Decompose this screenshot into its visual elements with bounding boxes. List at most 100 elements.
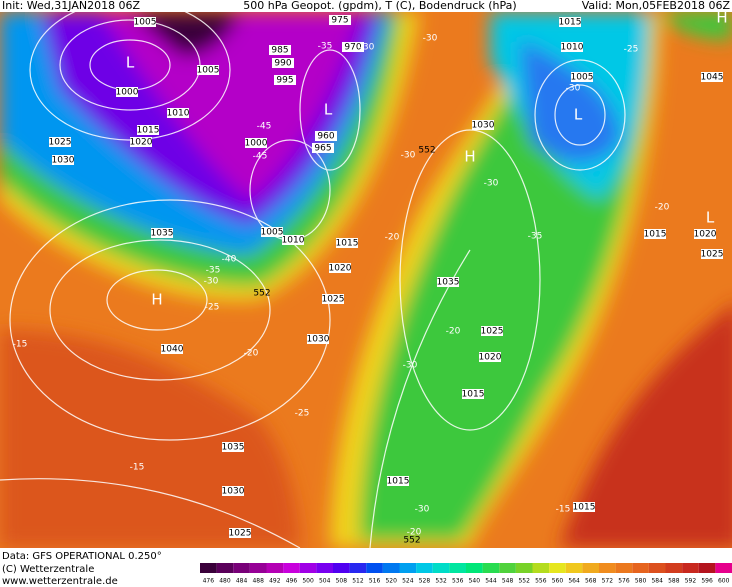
colorbar-swatch bbox=[599, 563, 616, 573]
colorbar-label: 548 bbox=[502, 578, 514, 585]
isobar-label: 1020 bbox=[479, 353, 502, 363]
isobar-label: 975 bbox=[331, 16, 348, 26]
isobar-label: 1015 bbox=[462, 390, 485, 400]
copyright: (C) Wetterzentrale bbox=[2, 564, 94, 575]
isobar-label: 1040 bbox=[161, 345, 184, 355]
isobar-label: 1015 bbox=[336, 239, 359, 249]
label-background bbox=[336, 238, 358, 248]
colorbar-label: 508 bbox=[336, 578, 348, 585]
colorbar-label: 556 bbox=[535, 578, 547, 585]
init-time: Init: Wed,31JAN2018 06Z bbox=[2, 0, 141, 12]
temperature-label: -35 bbox=[528, 232, 543, 242]
temperature-label: -40 bbox=[222, 255, 237, 265]
temperature-label: -15 bbox=[130, 463, 145, 473]
colorbar-label: 568 bbox=[585, 578, 597, 585]
colorbar-label: 588 bbox=[668, 578, 680, 585]
colorbar-swatch bbox=[333, 563, 350, 573]
colorbar-swatch bbox=[499, 563, 516, 573]
map-title: 500 hPa Geopot. (gpdm), T (C), Bodendruc… bbox=[243, 0, 516, 12]
isobar-label: 1035 bbox=[151, 229, 174, 239]
temperature-label: -20 bbox=[244, 349, 259, 359]
isobar-label: 985 bbox=[271, 46, 288, 56]
colorbar-label: 552 bbox=[518, 578, 530, 585]
colorbar-label: 596 bbox=[701, 578, 713, 585]
colorbar-label: 524 bbox=[402, 578, 414, 585]
colorbar-swatch bbox=[349, 563, 367, 573]
colorbar-swatch bbox=[615, 563, 633, 573]
label-background bbox=[479, 352, 501, 362]
label-background bbox=[701, 72, 723, 82]
label-background bbox=[644, 229, 666, 239]
geopotential-label: 552 bbox=[253, 289, 270, 299]
label-background bbox=[694, 229, 716, 239]
colorbar-label: 528 bbox=[419, 578, 431, 585]
geopotential-label: 552 bbox=[403, 536, 420, 546]
isobar-label: 1005 bbox=[261, 228, 284, 238]
isobar-label: 1015 bbox=[573, 503, 596, 513]
label-background bbox=[245, 138, 267, 148]
temperature-label: -15 bbox=[556, 505, 571, 515]
label-background bbox=[261, 227, 283, 237]
isobar-label: 1045 bbox=[701, 73, 724, 83]
temperature-label: -35 bbox=[318, 42, 333, 52]
label-background bbox=[701, 249, 723, 259]
isobar-label: 1035 bbox=[222, 443, 245, 453]
isobar-label: 1005 bbox=[197, 66, 220, 76]
colorbar-label: 580 bbox=[635, 578, 647, 585]
temperature-label: -20 bbox=[446, 327, 461, 337]
colorbar-swatch bbox=[565, 563, 583, 573]
temperature-label: -30 bbox=[360, 43, 375, 53]
temperature-label: -25 bbox=[205, 303, 220, 313]
label-background bbox=[274, 75, 296, 85]
temperature-label: -45 bbox=[257, 122, 272, 132]
pressure-center: L bbox=[574, 106, 583, 124]
colorbar-swatch bbox=[532, 563, 550, 573]
colorbar-swatch bbox=[515, 563, 533, 573]
colorbar-swatch bbox=[549, 563, 566, 573]
website: www.wetterzentrale.de bbox=[2, 576, 118, 587]
pressure-center: L bbox=[706, 209, 715, 227]
isobar-label: 1025 bbox=[229, 529, 252, 539]
isobar-label: 1030 bbox=[472, 121, 495, 131]
isobar-label: 1020 bbox=[130, 138, 153, 148]
colorbar-label: 584 bbox=[651, 578, 663, 585]
label-background bbox=[315, 131, 337, 141]
label-background bbox=[437, 277, 459, 287]
label-background bbox=[462, 389, 484, 399]
colorbar-swatch bbox=[682, 563, 699, 573]
isobar-label: 1020 bbox=[329, 264, 352, 274]
colorbar-swatch bbox=[715, 563, 732, 573]
map-area bbox=[0, 12, 732, 548]
colorbar-swatch bbox=[698, 563, 716, 573]
colorbar-swatch bbox=[382, 563, 400, 573]
isobar-label: 1010 bbox=[167, 109, 190, 119]
colorbar-label: 500 bbox=[302, 578, 314, 585]
isobar-label: 1010 bbox=[561, 43, 584, 53]
temperature-label: -20 bbox=[655, 203, 670, 213]
colorbar-swatch bbox=[366, 563, 383, 573]
isobar-label: 1025 bbox=[701, 250, 724, 260]
label-background bbox=[134, 17, 156, 27]
temperature-label: -15 bbox=[13, 340, 28, 350]
colorbar-label: 572 bbox=[602, 578, 614, 585]
pressure-center: H bbox=[464, 148, 475, 166]
isobar-label: 1035 bbox=[437, 278, 460, 288]
pressure-center: L bbox=[324, 101, 333, 119]
temperature-label: -30 bbox=[566, 84, 581, 94]
colorbar-label: 540 bbox=[469, 578, 481, 585]
isobar-label: 960 bbox=[317, 132, 334, 142]
colorbar-label: 520 bbox=[385, 578, 397, 585]
label-background bbox=[472, 120, 494, 130]
label-background bbox=[49, 137, 71, 147]
colorbar-label: 504 bbox=[319, 578, 331, 585]
label-background bbox=[322, 294, 344, 304]
pressure-center: H bbox=[716, 9, 727, 27]
colorbar-label: 564 bbox=[568, 578, 580, 585]
colorbar-swatch bbox=[449, 563, 466, 573]
label-background bbox=[229, 528, 251, 538]
isobar-label: 1025 bbox=[322, 295, 345, 305]
colorbar-label: 476 bbox=[203, 578, 215, 585]
temperature-label: -30 bbox=[403, 361, 418, 371]
isobar-label: 1000 bbox=[245, 139, 268, 149]
